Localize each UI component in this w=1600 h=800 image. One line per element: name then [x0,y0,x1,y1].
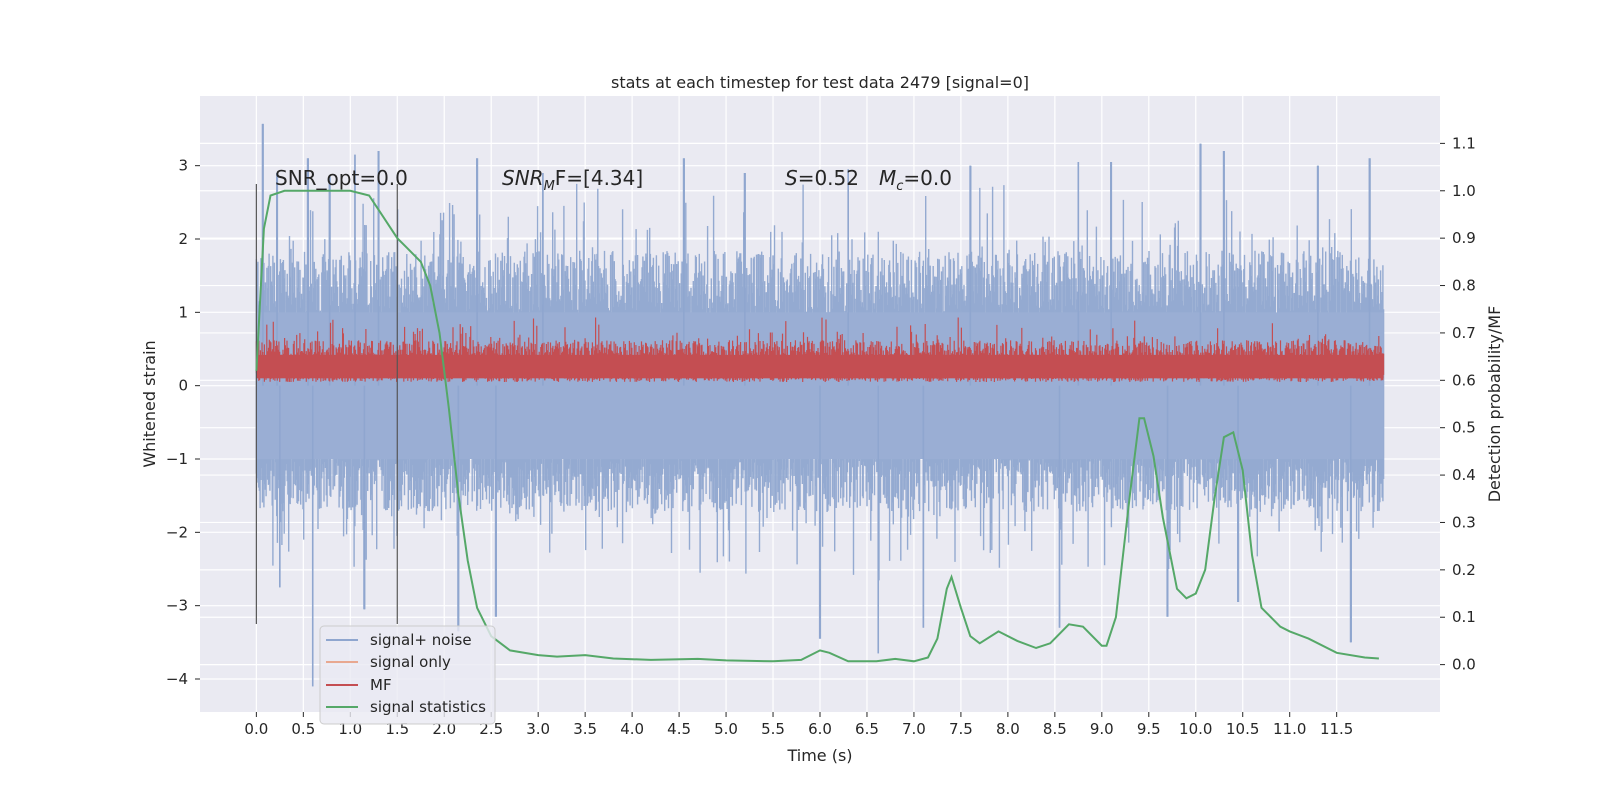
legend-box [319,625,496,725]
right-y-axis-ticks: 1.1 1.0 0.9 0.8 0.7 0.6 0.5 0.4 0.3 0.2 0.1 0.0 [1440,134,1476,674]
x-tick-label: 3.0 [526,720,550,738]
left-y-tick-label: −3 [166,597,188,615]
s-annotation: S=0.52 [785,166,859,190]
legend-label-signal-noise: signal+ noise [370,631,472,649]
x-tick-label: 0.0 [244,720,268,738]
x-tick-label: 0.5 [291,720,315,738]
legend-label-mf: MF [370,676,392,694]
right-y-tick-label: 0.7 [1452,324,1476,342]
left-y-tick-label: −1 [166,450,188,468]
left-y-tick-label: 3 [178,157,188,175]
x-tick-label: 6.0 [808,720,832,738]
right-y-tick-label: 0.0 [1452,656,1476,674]
right-y-tick-label: 0.6 [1452,371,1476,389]
x-tick-label: 4.5 [667,720,691,738]
chart-title: stats at each timestep for test data 247… [611,73,1029,92]
right-y-tick-label: 1.1 [1452,134,1476,152]
legend: signal+ noise signal only MF signal stat… [319,625,496,725]
right-y-tick-label: 0.4 [1452,466,1476,484]
right-y-tick-label: 0.8 [1452,277,1476,295]
left-y-tick-label: 0 [178,377,188,395]
x-tick-label: 11.0 [1273,720,1306,738]
vertical-markers [255,184,398,624]
x-tick-label: 10.5 [1226,720,1259,738]
signal-statistics-series [255,189,1379,663]
x-tick-label: 10.0 [1179,720,1212,738]
x-tick-label: 6.5 [855,720,879,738]
snr-opt-annotation: SNR_opt=0.0 [275,166,408,190]
x-tick-label: 4.0 [620,720,644,738]
x-tick-label: 8.5 [1043,720,1067,738]
left-y-tick-label: −2 [166,523,188,541]
x-tick-label: 7.5 [949,720,973,738]
x-tick-label: 5.5 [761,720,785,738]
right-y-tick-label: 1.0 [1452,182,1476,200]
x-tick-label: 9.5 [1137,720,1161,738]
left-y-tick-label: 2 [178,230,188,248]
x-tick-label: 9.0 [1090,720,1114,738]
x-tick-label: 11.5 [1320,720,1353,738]
annotations: SNR_opt=0.0 SNRMF=[4.34] S=0.52 Mc=0.0 [275,166,952,194]
right-y-tick-label: 0.1 [1452,608,1476,626]
right-y-axis-label: Detection probability/MF [1485,306,1504,503]
right-y-tick-label: 0.9 [1452,229,1476,247]
left-y-tick-label: 1 [178,303,188,321]
x-tick-label: 8.0 [996,720,1020,738]
left-y-tick-label: −4 [166,670,188,688]
legend-label-signal-only: signal only [370,653,451,671]
snr-mf-annotation: SNRMF=[4.34] [502,166,643,194]
right-y-tick-label: 0.3 [1452,513,1476,531]
x-axis-label: Time (s) [786,746,852,765]
x-tick-label: 3.5 [573,720,597,738]
right-y-tick-label: 0.5 [1452,419,1476,437]
left-y-axis-ticks: 3 2 1 0 −1 −2 −3 −4 [166,157,200,688]
left-y-axis-label: Whitened strain [140,340,159,467]
x-tick-label: 7.0 [902,720,926,738]
right-y-tick-label: 0.2 [1452,561,1476,579]
legend-label-signal-statistics: signal statistics [370,698,486,716]
x-tick-label: 5.0 [714,720,738,738]
mc-annotation: Mc=0.0 [879,166,952,194]
signal-statistics-line [255,189,1379,663]
signal-noise-series [255,123,1385,687]
